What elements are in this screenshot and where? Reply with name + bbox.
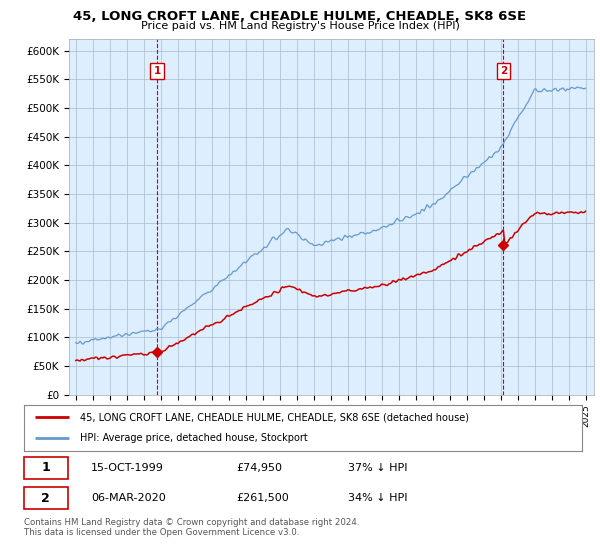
Text: 1: 1 <box>41 461 50 474</box>
Text: 06-MAR-2020: 06-MAR-2020 <box>91 493 166 503</box>
Text: 2: 2 <box>500 66 507 76</box>
Text: Contains HM Land Registry data © Crown copyright and database right 2024.
This d: Contains HM Land Registry data © Crown c… <box>24 518 359 538</box>
Text: 15-OCT-1999: 15-OCT-1999 <box>91 463 164 473</box>
FancyBboxPatch shape <box>24 487 68 510</box>
Text: HPI: Average price, detached house, Stockport: HPI: Average price, detached house, Stoc… <box>80 433 308 444</box>
Text: £74,950: £74,950 <box>236 463 282 473</box>
Text: 37% ↓ HPI: 37% ↓ HPI <box>347 463 407 473</box>
FancyBboxPatch shape <box>24 456 68 479</box>
Text: 34% ↓ HPI: 34% ↓ HPI <box>347 493 407 503</box>
Text: Price paid vs. HM Land Registry's House Price Index (HPI): Price paid vs. HM Land Registry's House … <box>140 21 460 31</box>
Text: 2: 2 <box>41 492 50 505</box>
Text: 1: 1 <box>154 66 161 76</box>
Text: £261,500: £261,500 <box>236 493 289 503</box>
Text: 45, LONG CROFT LANE, CHEADLE HULME, CHEADLE, SK8 6SE: 45, LONG CROFT LANE, CHEADLE HULME, CHEA… <box>73 10 527 22</box>
Text: 45, LONG CROFT LANE, CHEADLE HULME, CHEADLE, SK8 6SE (detached house): 45, LONG CROFT LANE, CHEADLE HULME, CHEA… <box>80 412 469 422</box>
